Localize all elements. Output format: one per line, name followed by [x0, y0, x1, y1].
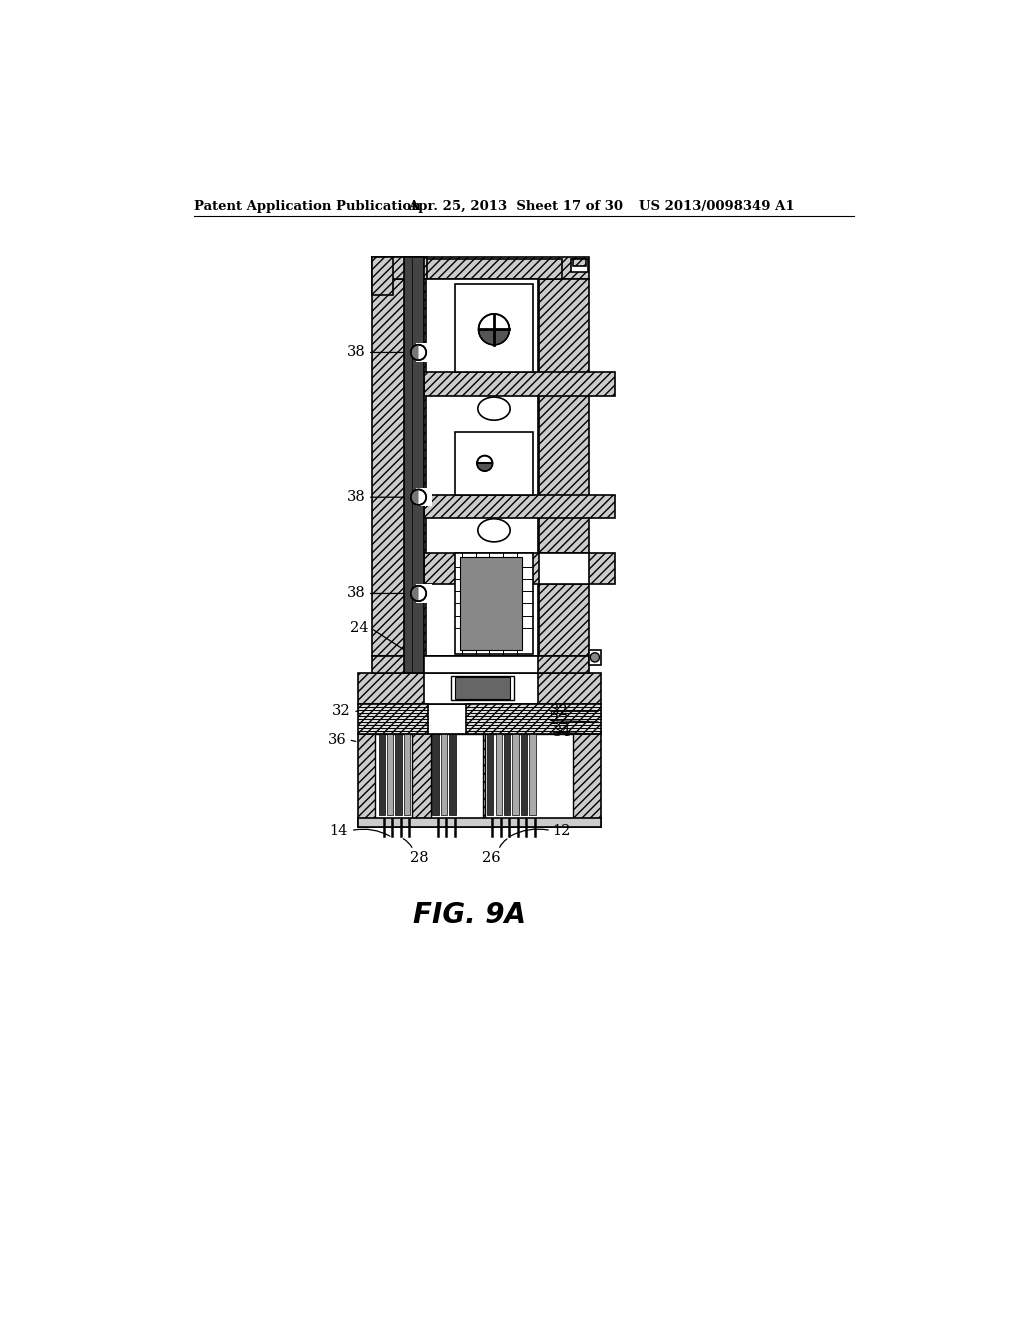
Text: 22: 22 — [550, 714, 568, 727]
Text: US 2013/0098349 A1: US 2013/0098349 A1 — [639, 199, 795, 213]
Bar — [372, 257, 589, 279]
Bar — [496, 734, 502, 816]
Bar — [539, 279, 589, 656]
Text: 38: 38 — [347, 586, 366, 601]
Bar — [395, 734, 401, 816]
Circle shape — [478, 314, 509, 345]
Bar — [539, 553, 589, 585]
Bar — [529, 734, 536, 816]
Ellipse shape — [478, 397, 510, 420]
Bar — [512, 734, 518, 816]
Bar — [410, 257, 418, 279]
Text: 36: 36 — [328, 733, 346, 747]
Bar — [358, 704, 428, 734]
Bar — [419, 279, 426, 656]
Bar — [487, 734, 494, 816]
Circle shape — [590, 653, 599, 663]
Bar — [484, 734, 573, 818]
Bar — [403, 257, 424, 673]
Bar — [455, 432, 534, 495]
Bar — [358, 817, 601, 826]
Bar — [589, 649, 601, 665]
Text: 26: 26 — [481, 851, 501, 866]
Bar — [521, 734, 527, 816]
Bar — [372, 279, 416, 656]
Bar — [403, 734, 410, 816]
Text: 32: 32 — [332, 705, 351, 718]
Wedge shape — [412, 586, 419, 601]
Text: 32: 32 — [550, 705, 569, 718]
Bar — [504, 734, 510, 816]
Bar — [387, 734, 393, 816]
Bar — [455, 677, 510, 700]
Text: 34: 34 — [553, 725, 571, 739]
Bar — [416, 488, 432, 507]
Bar — [372, 257, 412, 279]
Bar — [376, 734, 413, 818]
Bar — [424, 372, 614, 396]
Text: 24: 24 — [350, 622, 369, 635]
Text: 14: 14 — [330, 824, 348, 838]
Bar — [424, 279, 538, 656]
Ellipse shape — [478, 519, 510, 541]
Bar — [424, 673, 538, 704]
Bar — [441, 734, 447, 816]
Text: 12: 12 — [553, 824, 571, 838]
Wedge shape — [479, 330, 509, 345]
Bar — [358, 734, 601, 826]
Bar — [571, 259, 588, 272]
Wedge shape — [412, 346, 419, 359]
Circle shape — [477, 455, 493, 471]
Text: 38: 38 — [347, 346, 366, 359]
Text: 28: 28 — [410, 851, 429, 866]
Bar — [412, 259, 562, 279]
Bar — [572, 259, 587, 267]
Bar — [406, 257, 427, 302]
Bar — [416, 585, 432, 603]
Text: FIG. 9A: FIG. 9A — [413, 900, 526, 928]
Bar — [416, 343, 432, 362]
Bar — [424, 553, 614, 585]
Bar — [432, 734, 438, 816]
Text: Apr. 25, 2013  Sheet 17 of 30: Apr. 25, 2013 Sheet 17 of 30 — [408, 199, 623, 213]
Bar — [424, 495, 614, 517]
Bar — [455, 553, 534, 653]
Circle shape — [411, 586, 426, 601]
Circle shape — [411, 490, 426, 506]
Text: 38: 38 — [347, 490, 366, 504]
Text: Patent Application Publication: Patent Application Publication — [195, 199, 421, 213]
Bar — [451, 676, 514, 701]
Bar — [379, 734, 385, 816]
Bar — [424, 656, 538, 673]
Bar — [358, 673, 601, 704]
Bar — [450, 734, 456, 816]
Bar — [460, 557, 521, 649]
Bar — [455, 284, 534, 372]
Wedge shape — [412, 490, 419, 504]
Bar — [466, 704, 601, 734]
Circle shape — [411, 345, 426, 360]
Bar — [372, 656, 589, 673]
Bar — [431, 734, 483, 818]
Bar — [372, 257, 393, 296]
Wedge shape — [478, 463, 492, 470]
